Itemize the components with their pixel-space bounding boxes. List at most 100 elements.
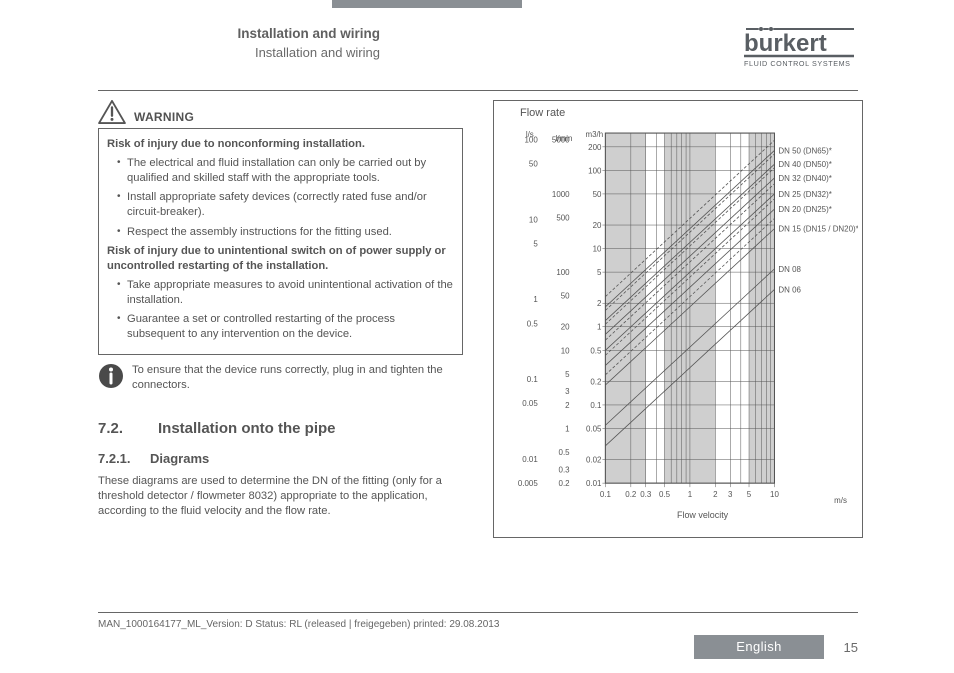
svg-text:5: 5 (533, 239, 538, 248)
header-title: Installation and wiring (120, 26, 380, 41)
svg-text:0.3: 0.3 (640, 490, 652, 499)
brand-logo: burkert FLUID CONTROL SYSTEMS (736, 26, 856, 75)
svg-text:10: 10 (561, 346, 570, 355)
logo-tagline: FLUID CONTROL SYSTEMS (744, 59, 851, 68)
svg-text:0.2: 0.2 (559, 479, 571, 488)
svg-text:1: 1 (688, 490, 693, 499)
header-subtitle: Installation and wiring (120, 45, 380, 60)
logo-text: burkert (744, 30, 827, 57)
svg-text:0.5: 0.5 (659, 490, 671, 499)
svg-text:DN 15 (DN15 / DN20)*: DN 15 (DN15 / DN20)* (778, 225, 858, 234)
section-7-2-1-paragraph: These diagrams are used to determine the… (98, 474, 463, 519)
svg-text:2: 2 (713, 490, 718, 499)
svg-text:1: 1 (533, 295, 538, 304)
svg-text:DN 40 (DN50)*: DN 40 (DN50)* (778, 160, 831, 169)
warning-bullet: Install appropriate safety devices (corr… (117, 190, 454, 220)
note-text: To ensure that the device runs correctly… (132, 363, 463, 393)
svg-text:1: 1 (565, 424, 570, 433)
warning-risk2: Risk of injury due to unintentional swit… (107, 244, 454, 274)
warning-box: Risk of injury due to nonconforming inst… (98, 128, 463, 355)
svg-text:50: 50 (561, 292, 570, 301)
x-axis-label: Flow velocity (677, 510, 729, 520)
x-unit: m/s (834, 496, 847, 505)
top-accent-bar (332, 0, 522, 8)
y-unit-m3h: m3/h (586, 130, 604, 139)
chart-title: Flow rate (520, 107, 565, 119)
svg-text:0.2: 0.2 (590, 377, 602, 386)
warning-triangle-icon (98, 100, 126, 124)
svg-text:DN 20 (DN25)*: DN 20 (DN25)* (778, 205, 831, 214)
svg-text:50: 50 (529, 159, 538, 168)
svg-text:DN 50 (DN65)*: DN 50 (DN65)* (778, 146, 831, 155)
section-num: 7.2.1. (98, 451, 150, 466)
svg-text:500: 500 (556, 213, 570, 222)
warning-list2: Take appropriate measures to avoid unint… (107, 278, 454, 342)
svg-text:5: 5 (597, 268, 602, 277)
warning-risk1: Risk of injury due to nonconforming inst… (107, 137, 454, 152)
warning-bullet: Respect the assembly instructions for th… (117, 225, 454, 240)
left-column: WARNING Risk of injury due to nonconform… (98, 100, 463, 603)
svg-text:0.1: 0.1 (600, 490, 612, 499)
footer-rule (98, 612, 858, 613)
svg-text:0.02: 0.02 (586, 456, 602, 465)
svg-text:0.5: 0.5 (590, 346, 602, 355)
section-title: Installation onto the pipe (158, 420, 336, 437)
svg-text:2: 2 (597, 299, 602, 308)
svg-text:0.1: 0.1 (527, 375, 539, 384)
page-header: Installation and wiring Installation and… (0, 26, 954, 90)
svg-text:1: 1 (597, 323, 602, 332)
warning-list1: The electrical and fluid installation ca… (107, 156, 454, 240)
chart-svg-container: 1005010510.50.10.050.010.005500010005001… (498, 125, 858, 531)
flow-rate-chart: Flow rate 1005010510.50.10.050.010.00550… (493, 100, 863, 538)
svg-text:5: 5 (565, 370, 570, 379)
doc-id: MAN_1000164177_ML_Version: D Status: RL … (98, 619, 499, 630)
chart-svg: 1005010510.50.10.050.010.005500010005001… (498, 125, 858, 531)
svg-text:0.3: 0.3 (559, 465, 571, 474)
svg-text:DN 06: DN 06 (778, 285, 801, 294)
svg-text:0.005: 0.005 (518, 479, 538, 488)
warning-label: WARNING (134, 110, 194, 124)
svg-text:100: 100 (556, 268, 570, 277)
warning-bullet: Take appropriate measures to avoid unint… (117, 278, 454, 308)
svg-text:100: 100 (588, 166, 602, 175)
svg-text:1000: 1000 (552, 190, 570, 199)
right-column: Flow rate 1005010510.50.10.050.010.00550… (493, 100, 858, 603)
section-7-2-1-heading: 7.2.1.Diagrams (98, 451, 463, 466)
svg-text:DN 08: DN 08 (778, 265, 801, 274)
language-badge: English (694, 635, 824, 659)
info-circle-icon (98, 363, 124, 389)
svg-text:20: 20 (593, 221, 602, 230)
svg-text:0.2: 0.2 (625, 490, 637, 499)
svg-text:50: 50 (593, 190, 602, 199)
warning-bullet: Guarantee a set or controlled restarting… (117, 312, 454, 342)
svg-text:0.01: 0.01 (586, 479, 602, 488)
section-7-2-heading: 7.2.Installation onto the pipe (98, 420, 463, 437)
svg-text:200: 200 (588, 143, 602, 152)
note-row: To ensure that the device runs correctly… (98, 363, 463, 393)
svg-text:0.05: 0.05 (522, 399, 538, 408)
svg-text:5: 5 (747, 490, 752, 499)
svg-text:0.5: 0.5 (527, 319, 539, 328)
section-title: Diagrams (150, 451, 209, 466)
svg-text:20: 20 (561, 323, 570, 332)
svg-text:10: 10 (593, 245, 602, 254)
header-titles: Installation and wiring Installation and… (120, 26, 380, 60)
svg-text:DN 32 (DN40)*: DN 32 (DN40)* (778, 174, 831, 183)
svg-text:0.01: 0.01 (522, 455, 538, 464)
svg-text:3: 3 (728, 490, 733, 499)
svg-text:DN 25 (DN32)*: DN 25 (DN32)* (778, 190, 831, 199)
header-rule (98, 90, 858, 91)
svg-text:10: 10 (770, 490, 779, 499)
warning-header: WARNING (98, 100, 463, 124)
svg-text:3: 3 (565, 387, 570, 396)
page-number: 15 (844, 640, 858, 655)
content-columns: WARNING Risk of injury due to nonconform… (98, 100, 858, 603)
svg-text:0.05: 0.05 (586, 424, 602, 433)
svg-text:2: 2 (565, 401, 570, 410)
svg-text:10: 10 (529, 215, 538, 224)
section-num: 7.2. (98, 420, 158, 437)
svg-text:0.5: 0.5 (559, 448, 571, 457)
y-unit-lmin: l/min (556, 134, 573, 143)
y-unit-ls: l/s (526, 130, 534, 139)
warning-bullet: The electrical and fluid installation ca… (117, 156, 454, 186)
